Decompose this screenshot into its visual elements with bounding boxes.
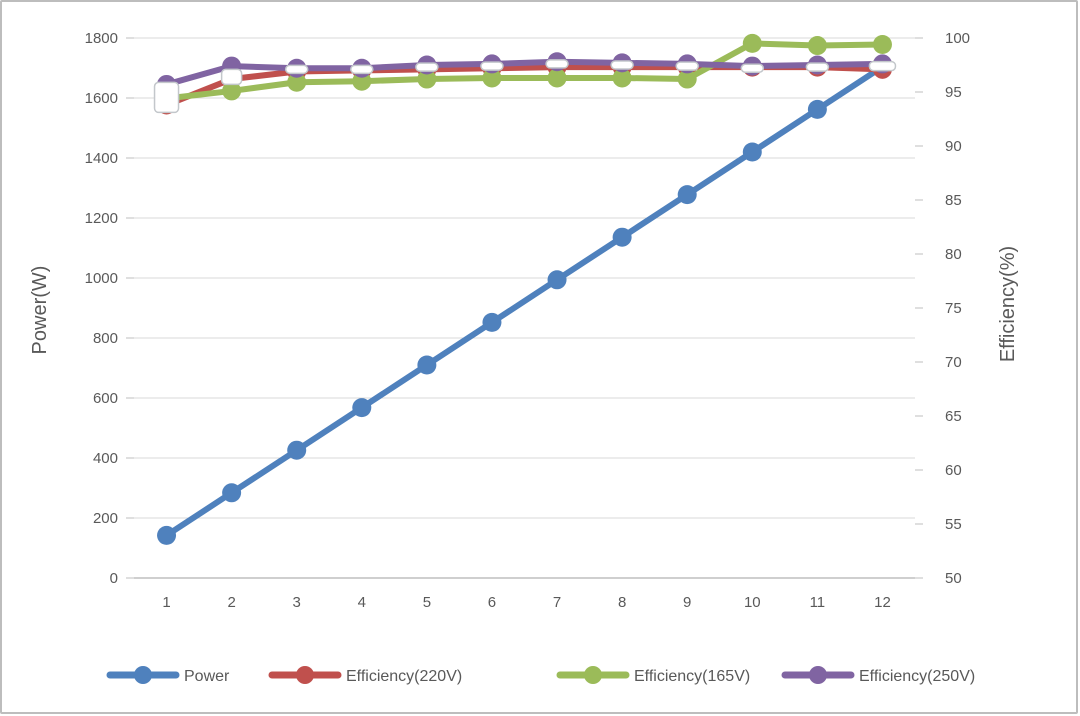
- overlay-marker: [675, 61, 699, 71]
- series-marker-efficiency-165v-: [222, 81, 242, 101]
- series-marker-efficiency-165v-: [677, 69, 697, 89]
- series-line-power: [163, 63, 886, 539]
- x-axis-tick-label: 3: [293, 594, 301, 611]
- overlay-marker: [610, 60, 634, 70]
- series-marker-efficiency-165v-: [547, 68, 567, 88]
- series-marker-efficiency-165v-: [482, 68, 502, 88]
- right-axis-tick-label: 90: [945, 138, 962, 155]
- left-axis-tick-label: 400: [93, 450, 118, 467]
- x-axis-tick-label: 4: [358, 594, 366, 611]
- series-marker-efficiency-165v-: [742, 33, 762, 53]
- series-marker-efficiency-165v-: [807, 36, 827, 56]
- left-axis-tick-label: 1200: [85, 210, 118, 227]
- left-axis-tick-label: 1600: [85, 90, 118, 107]
- left-axis-tick-label: 1800: [85, 30, 118, 47]
- series-marker-power: [547, 270, 567, 290]
- series-marker-efficiency-165v-: [872, 34, 892, 54]
- series-marker-power: [287, 440, 307, 460]
- right-axis-tick-label: 65: [945, 408, 962, 425]
- x-axis-tick-label: 1: [162, 594, 170, 611]
- overlay-marker: [350, 64, 374, 75]
- x-axis-tick-label: 11: [810, 594, 826, 611]
- left-axis-tick-label: 1400: [85, 150, 118, 167]
- overlay-marker: [545, 59, 569, 69]
- series-marker-power: [222, 483, 242, 503]
- overlay-marker: [153, 81, 180, 114]
- legend-item-label: Efficiency(220V): [346, 668, 462, 685]
- left-axis-tick-label: 1000: [85, 270, 118, 287]
- series-marker-efficiency-165v-: [417, 69, 437, 89]
- legend-key-marker: [809, 666, 827, 684]
- right-axis-tick-label: 85: [945, 192, 962, 209]
- x-axis-tick-label: 5: [423, 594, 431, 611]
- x-axis-tick-label: 7: [553, 594, 561, 611]
- legend-key-marker: [134, 666, 152, 684]
- right-axis-title: Efficiency(%): [997, 246, 1019, 362]
- left-axis-tick-label: 800: [93, 330, 118, 347]
- right-axis-tick-label: 95: [945, 84, 962, 101]
- right-axis-tick-label: 50: [945, 570, 962, 587]
- x-axis-tick-label: 6: [488, 594, 496, 611]
- series-marker-power: [352, 398, 372, 418]
- x-axis-tick-label: 2: [227, 594, 235, 611]
- legend-key-marker: [296, 666, 314, 684]
- right-axis-tick-label: 75: [945, 300, 962, 317]
- x-axis-tick-label: 9: [683, 594, 691, 611]
- legend-item-label: Efficiency(165V): [634, 668, 750, 685]
- legend-key-marker: [584, 666, 602, 684]
- x-axis-tick-label: 12: [874, 594, 891, 611]
- right-axis-tick-label: 60: [945, 462, 962, 479]
- overlay-marker: [415, 62, 439, 72]
- overlay-marker: [480, 61, 504, 71]
- left-axis-tick-label: 600: [93, 390, 118, 407]
- left-axis-tick-label: 200: [93, 510, 118, 527]
- series-marker-power: [157, 525, 177, 545]
- series-line-efficiency-165v-: [163, 40, 886, 102]
- right-axis-tick-label: 55: [945, 516, 962, 533]
- overlay-marker: [805, 62, 830, 72]
- legend-item-label: Power: [184, 668, 230, 685]
- overlay-marker: [740, 63, 765, 73]
- series-marker-efficiency-165v-: [612, 68, 632, 88]
- left-axis-title: Power(W): [29, 266, 51, 355]
- x-axis-tick-label: 10: [744, 594, 761, 611]
- right-axis-tick-label: 80: [945, 246, 962, 263]
- series-marker-efficiency-165v-: [287, 72, 307, 92]
- overlay-marker: [868, 60, 897, 72]
- overlay-marker: [220, 68, 243, 86]
- series-marker-power: [482, 312, 502, 332]
- right-axis-tick-label: 70: [945, 354, 962, 371]
- left-axis-tick-label: 0: [110, 570, 118, 587]
- series-marker-power: [612, 227, 632, 247]
- series-marker-power: [742, 142, 762, 162]
- legend-item-label: Efficiency(250V): [859, 668, 975, 685]
- x-axis-tick-label: 8: [618, 594, 626, 611]
- series-marker-power: [417, 355, 437, 375]
- right-axis-tick-label: 100: [945, 30, 970, 47]
- overlay-marker: [284, 64, 309, 75]
- series-marker-power: [677, 185, 697, 205]
- series-marker-power: [807, 99, 827, 119]
